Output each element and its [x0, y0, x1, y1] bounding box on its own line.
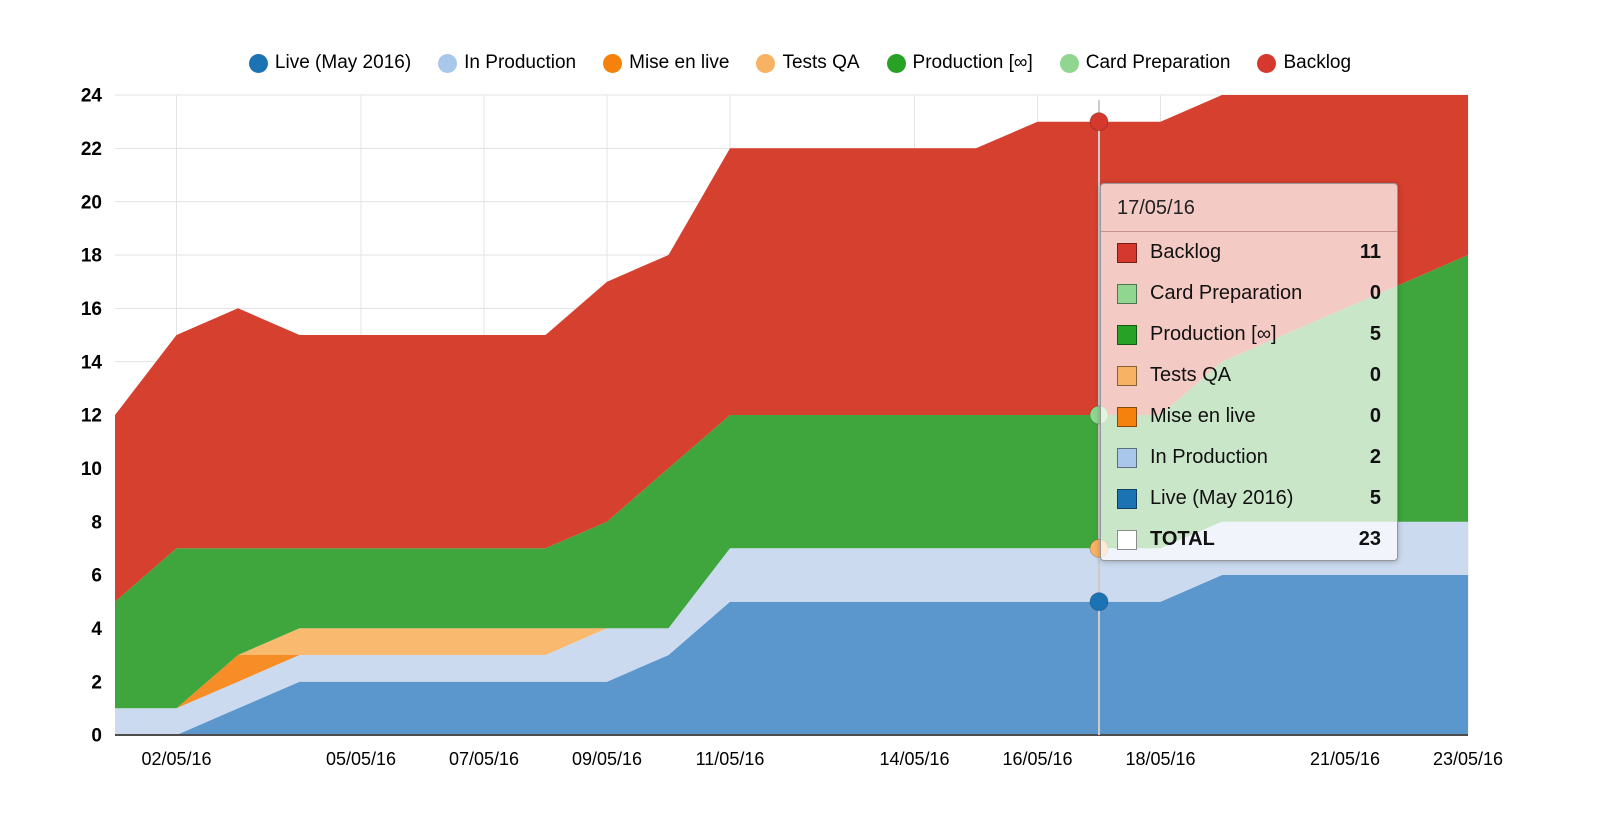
y-tick-label: 4 — [91, 619, 102, 640]
legend-dot-card-preparation — [1059, 53, 1079, 73]
legend-item-card-preparation[interactable]: Card Preparation — [1059, 52, 1231, 74]
tooltip-label-card-preparation: Card Preparation — [1150, 282, 1303, 304]
tooltip-value-live-may-2016: 5 — [1369, 487, 1381, 509]
legend-dot-mise-en-live — [603, 53, 623, 73]
legend-item-backlog[interactable]: Backlog — [1257, 52, 1351, 74]
tooltip-swatch-live-may-2016 — [1117, 488, 1137, 509]
y-tick-label: 14 — [81, 352, 103, 373]
legend-dot-tests-qa — [756, 53, 776, 73]
y-tick-label: 0 — [91, 726, 102, 747]
legend-dot-production — [886, 53, 906, 73]
tooltip-swatch-backlog — [1117, 242, 1137, 263]
tooltip-row-mise-en-live: Mise en live 0 — [1101, 396, 1397, 437]
x-tick-label: 02/05/16 — [141, 749, 211, 769]
hover-marker-backlog — [1089, 112, 1109, 132]
tooltip-row-production: Production [∞] 5 — [1101, 314, 1397, 355]
y-tick-label: 2 — [91, 672, 102, 693]
tooltip-label-backlog: Backlog — [1150, 241, 1222, 263]
legend-dot-backlog — [1257, 53, 1277, 73]
x-tick-label: 11/05/16 — [696, 749, 765, 769]
tooltip-row-in-production: In Production 2 — [1101, 437, 1397, 478]
x-tick-label: 05/05/16 — [326, 749, 396, 769]
legend-item-in-production[interactable]: In Production — [438, 52, 576, 74]
chart-legend: Live (May 2016) In Production Mise en live… — [0, 52, 1600, 74]
y-tick-label: 12 — [81, 406, 102, 427]
legend-label-tests-qa: Tests QA — [782, 52, 860, 73]
tooltip-date: 17/05/16 — [1101, 184, 1397, 232]
tooltip-label-live-may-2016: Live (May 2016) — [1150, 487, 1294, 509]
tooltip-label-tests-qa: Tests QA — [1150, 364, 1232, 386]
tooltip-value-production: 5 — [1369, 323, 1381, 345]
legend-item-mise-en-live[interactable]: Mise en live — [603, 52, 729, 74]
tooltip-row-backlog: Backlog 11 — [1101, 232, 1397, 273]
y-tick-label: 22 — [81, 139, 102, 160]
x-tick-label: 07/05/16 — [449, 749, 519, 769]
hover-marker-live-may-2016 — [1089, 592, 1109, 612]
x-tick-label: 18/05/16 — [1125, 749, 1195, 769]
tooltip-value-card-preparation: 0 — [1369, 282, 1381, 304]
area-production[interactable] — [115, 255, 1468, 709]
tooltip-value-tests-qa: 0 — [1369, 364, 1381, 386]
tooltip-value-mise-en-live: 0 — [1369, 405, 1381, 427]
tooltip-label-production: Production [∞] — [1150, 323, 1277, 345]
tooltip-swatch-tests-qa — [1117, 365, 1137, 386]
legend-item-tests-qa[interactable]: Tests QA — [756, 52, 860, 74]
tooltip-value-total: 23 — [1358, 528, 1381, 550]
chart-tooltip: 17/05/16 Backlog 11 Card Preparation 0 Produ… — [1100, 183, 1398, 561]
tooltip-swatch-in-production — [1117, 447, 1137, 468]
y-tick-label: 16 — [81, 299, 102, 320]
y-tick-label: 8 — [91, 512, 102, 533]
y-tick-label: 20 — [81, 192, 102, 213]
tooltip-row-live-may-2016: Live (May 2016) 5 — [1101, 478, 1397, 519]
tooltip-row-card-preparation: Card Preparation 0 — [1101, 273, 1397, 314]
y-tick-label: 18 — [81, 246, 102, 267]
legend-label-mise-en-live: Mise en live — [629, 52, 730, 73]
tooltip-swatch-total — [1117, 529, 1137, 550]
y-tick-label: 24 — [81, 86, 103, 107]
legend-dot-live-may-2016 — [248, 53, 268, 73]
x-tick-label: 09/05/16 — [572, 749, 642, 769]
x-tick-label: 21/05/16 — [1310, 749, 1380, 769]
x-tick-label: 16/05/16 — [1002, 749, 1072, 769]
legend-label-card-preparation: Card Preparation — [1085, 52, 1231, 73]
legend-label-in-production: In Production — [464, 52, 577, 73]
legend-item-production[interactable]: Production [∞] — [886, 52, 1033, 74]
tooltip-swatch-production — [1117, 324, 1137, 345]
tooltip-label-in-production: In Production — [1150, 446, 1268, 468]
legend-label-production: Production [∞] — [912, 52, 1033, 73]
tooltip-label-mise-en-live: Mise en live — [1150, 405, 1256, 427]
area-live-may-2016[interactable] — [115, 575, 1468, 735]
x-axis-labels: 02/05/16 05/05/16 07/05/16 09/05/16 11/05/16… — [141, 749, 1503, 769]
x-tick-label: 14/05/16 — [879, 749, 949, 769]
legend-label-backlog: Backlog — [1283, 52, 1352, 73]
y-tick-label: 6 — [91, 566, 102, 587]
tooltip-value-in-production: 2 — [1369, 446, 1381, 468]
tooltip-label-total: TOTAL — [1150, 528, 1215, 550]
x-tick-label: 23/05/16 — [1433, 749, 1503, 769]
legend-label-live-may-2016: Live (May 2016) — [274, 52, 412, 73]
tooltip-value-backlog: 11 — [1359, 241, 1381, 263]
legend-item-live-may-2016[interactable]: Live (May 2016) — [248, 52, 412, 74]
tooltip-row-total: TOTAL 23 — [1101, 519, 1397, 560]
y-tick-label: 10 — [81, 459, 102, 480]
tooltip-swatch-mise-en-live — [1117, 406, 1137, 427]
tooltip-row-tests-qa: Tests QA 0 — [1101, 355, 1397, 396]
tooltip-swatch-card-preparation — [1117, 283, 1137, 304]
legend-dot-in-production — [438, 53, 458, 73]
area-in-production[interactable] — [115, 521, 1468, 735]
